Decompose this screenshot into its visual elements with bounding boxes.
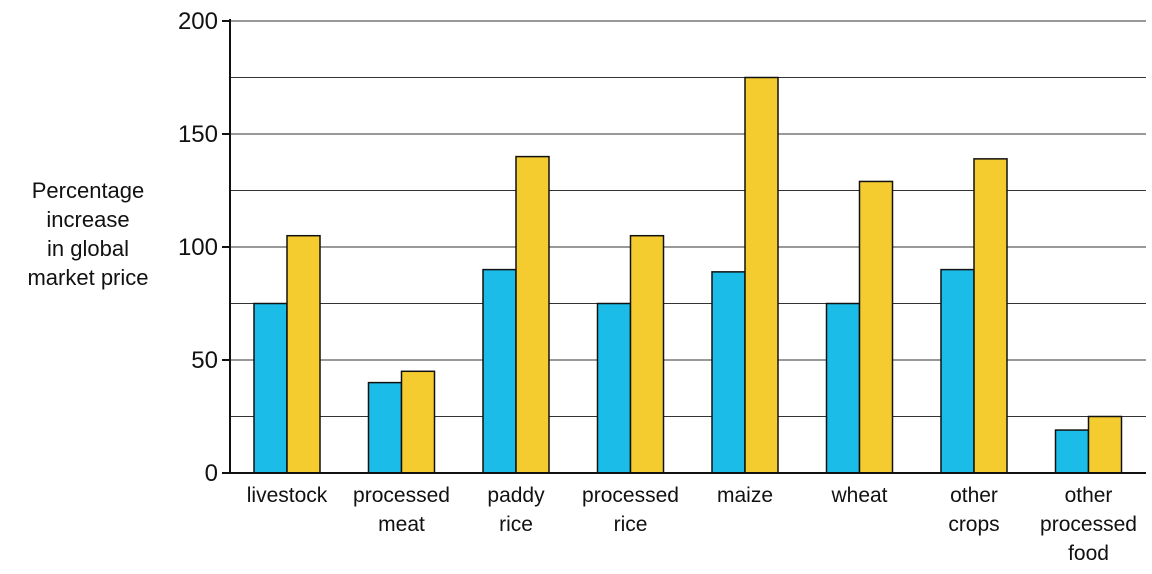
category-label: processed meat: [353, 484, 450, 536]
category-label: livestock: [247, 484, 328, 507]
bar-series-1-5: [825, 302, 861, 474]
y-tick-label: 200: [178, 8, 218, 35]
bar-series-2-2: [515, 155, 550, 474]
bar-series-1-3: [596, 302, 632, 474]
axes: [222, 19, 1146, 474]
bar-series-2-7: [1087, 415, 1123, 474]
y-tick-label: 0: [205, 460, 218, 487]
bar-series-1-7: [1054, 429, 1090, 474]
bar-series-2-4: [744, 76, 779, 474]
bar-series-1-4: [711, 271, 746, 474]
y-tick-label: 100: [178, 234, 218, 261]
category-label: processed rice: [582, 484, 679, 536]
bars: [253, 76, 1123, 474]
category-label: other processed food: [1040, 484, 1137, 565]
bar-series-2-1: [400, 370, 436, 474]
y-tick-label: 150: [178, 121, 218, 148]
y-tick-labels: 0 50 100 150 200: [178, 8, 218, 487]
gridlines: [230, 20, 1146, 417]
category-label: other crops: [948, 484, 999, 536]
y-axis-label: Percentage increase in global market price: [27, 178, 148, 290]
category-label: maize: [717, 484, 773, 507]
bar-series-1-2: [482, 268, 517, 474]
category-label: paddy rice: [487, 484, 545, 536]
bar-series-2-3: [629, 234, 665, 474]
bar-series-1-0: [253, 302, 288, 474]
bar-series-1-6: [940, 268, 975, 474]
y-tick-label: 50: [191, 347, 218, 374]
bar-series-2-6: [973, 158, 1008, 474]
bar-series-1-1: [367, 381, 403, 474]
bar-series-2-5: [858, 180, 894, 474]
x-category-labels: livestock processed meat paddy rice processed…: [247, 484, 1137, 565]
bar-series-2-0: [286, 234, 321, 474]
category-label: wheat: [830, 484, 887, 507]
